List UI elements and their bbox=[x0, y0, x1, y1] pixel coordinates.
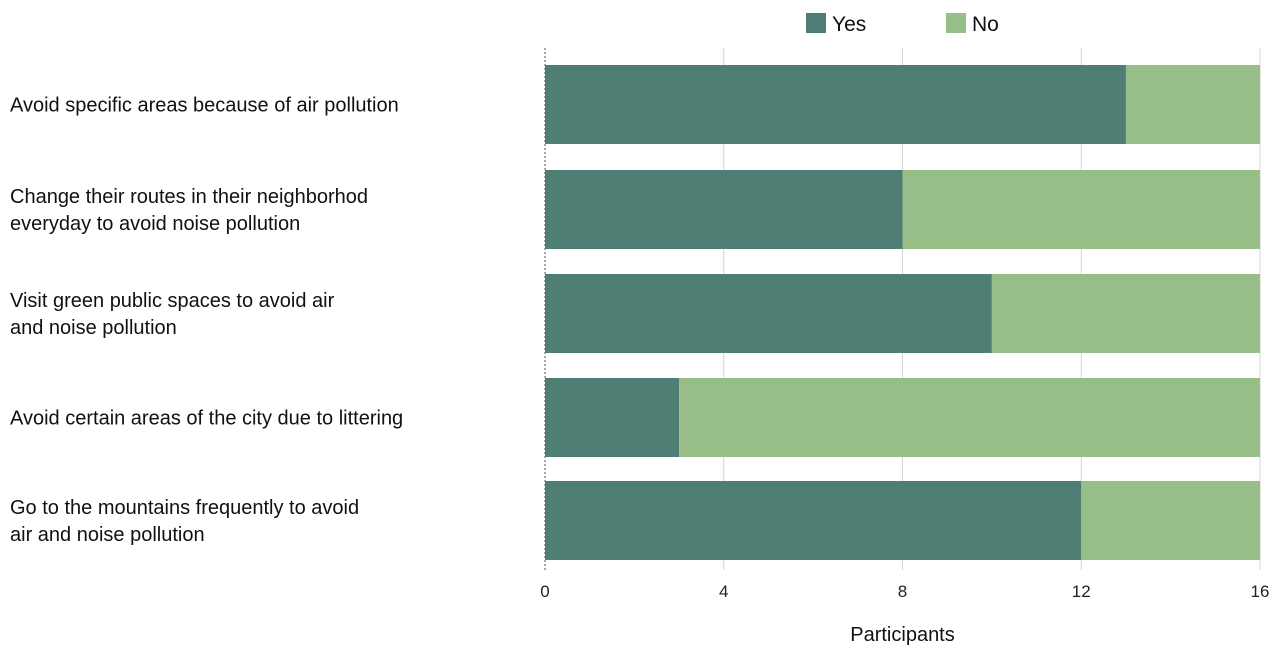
bars bbox=[545, 65, 1260, 560]
category-label: air and noise pollution bbox=[10, 524, 205, 546]
category-label: Change their routes in their neighborhod bbox=[10, 186, 368, 208]
x-tick-label: 12 bbox=[1072, 582, 1091, 601]
legend-label-no: No bbox=[972, 13, 999, 36]
legend-swatch-no bbox=[946, 13, 966, 33]
bar-no-2 bbox=[902, 170, 1260, 249]
bar-yes-1 bbox=[545, 65, 1126, 144]
category-label: Avoid certain areas of the city due to l… bbox=[10, 408, 403, 430]
x-axis-title: Participants bbox=[850, 624, 955, 646]
bar-yes-5 bbox=[545, 481, 1082, 560]
x-tick-label: 16 bbox=[1251, 582, 1270, 601]
x-tick-labels: 0 4 8 12 16 bbox=[540, 582, 1269, 601]
bar-yes-3 bbox=[545, 274, 992, 353]
bar-yes-2 bbox=[545, 170, 903, 249]
x-tick-label: 4 bbox=[719, 582, 728, 601]
x-tick-label: 8 bbox=[898, 582, 907, 601]
category-label: and noise pollution bbox=[10, 317, 177, 339]
x-tick-label: 0 bbox=[540, 582, 549, 601]
category-label: everyday to avoid noise pollution bbox=[10, 213, 300, 235]
legend-swatch-yes bbox=[806, 13, 826, 33]
legend: Yes No bbox=[806, 13, 999, 36]
category-label: Visit green public spaces to avoid air bbox=[10, 290, 335, 312]
category-label: Avoid specific areas because of air poll… bbox=[10, 95, 399, 117]
bar-no-4 bbox=[679, 378, 1260, 457]
category-labels: Avoid specific areas because of air poll… bbox=[10, 95, 403, 547]
category-label: Go to the mountains frequently to avoid bbox=[10, 497, 359, 519]
bar-yes-4 bbox=[545, 378, 680, 457]
bar-no-1 bbox=[1125, 65, 1260, 144]
bar-no-3 bbox=[991, 274, 1260, 353]
bar-no-5 bbox=[1081, 481, 1260, 560]
legend-label-yes: Yes bbox=[832, 13, 866, 36]
